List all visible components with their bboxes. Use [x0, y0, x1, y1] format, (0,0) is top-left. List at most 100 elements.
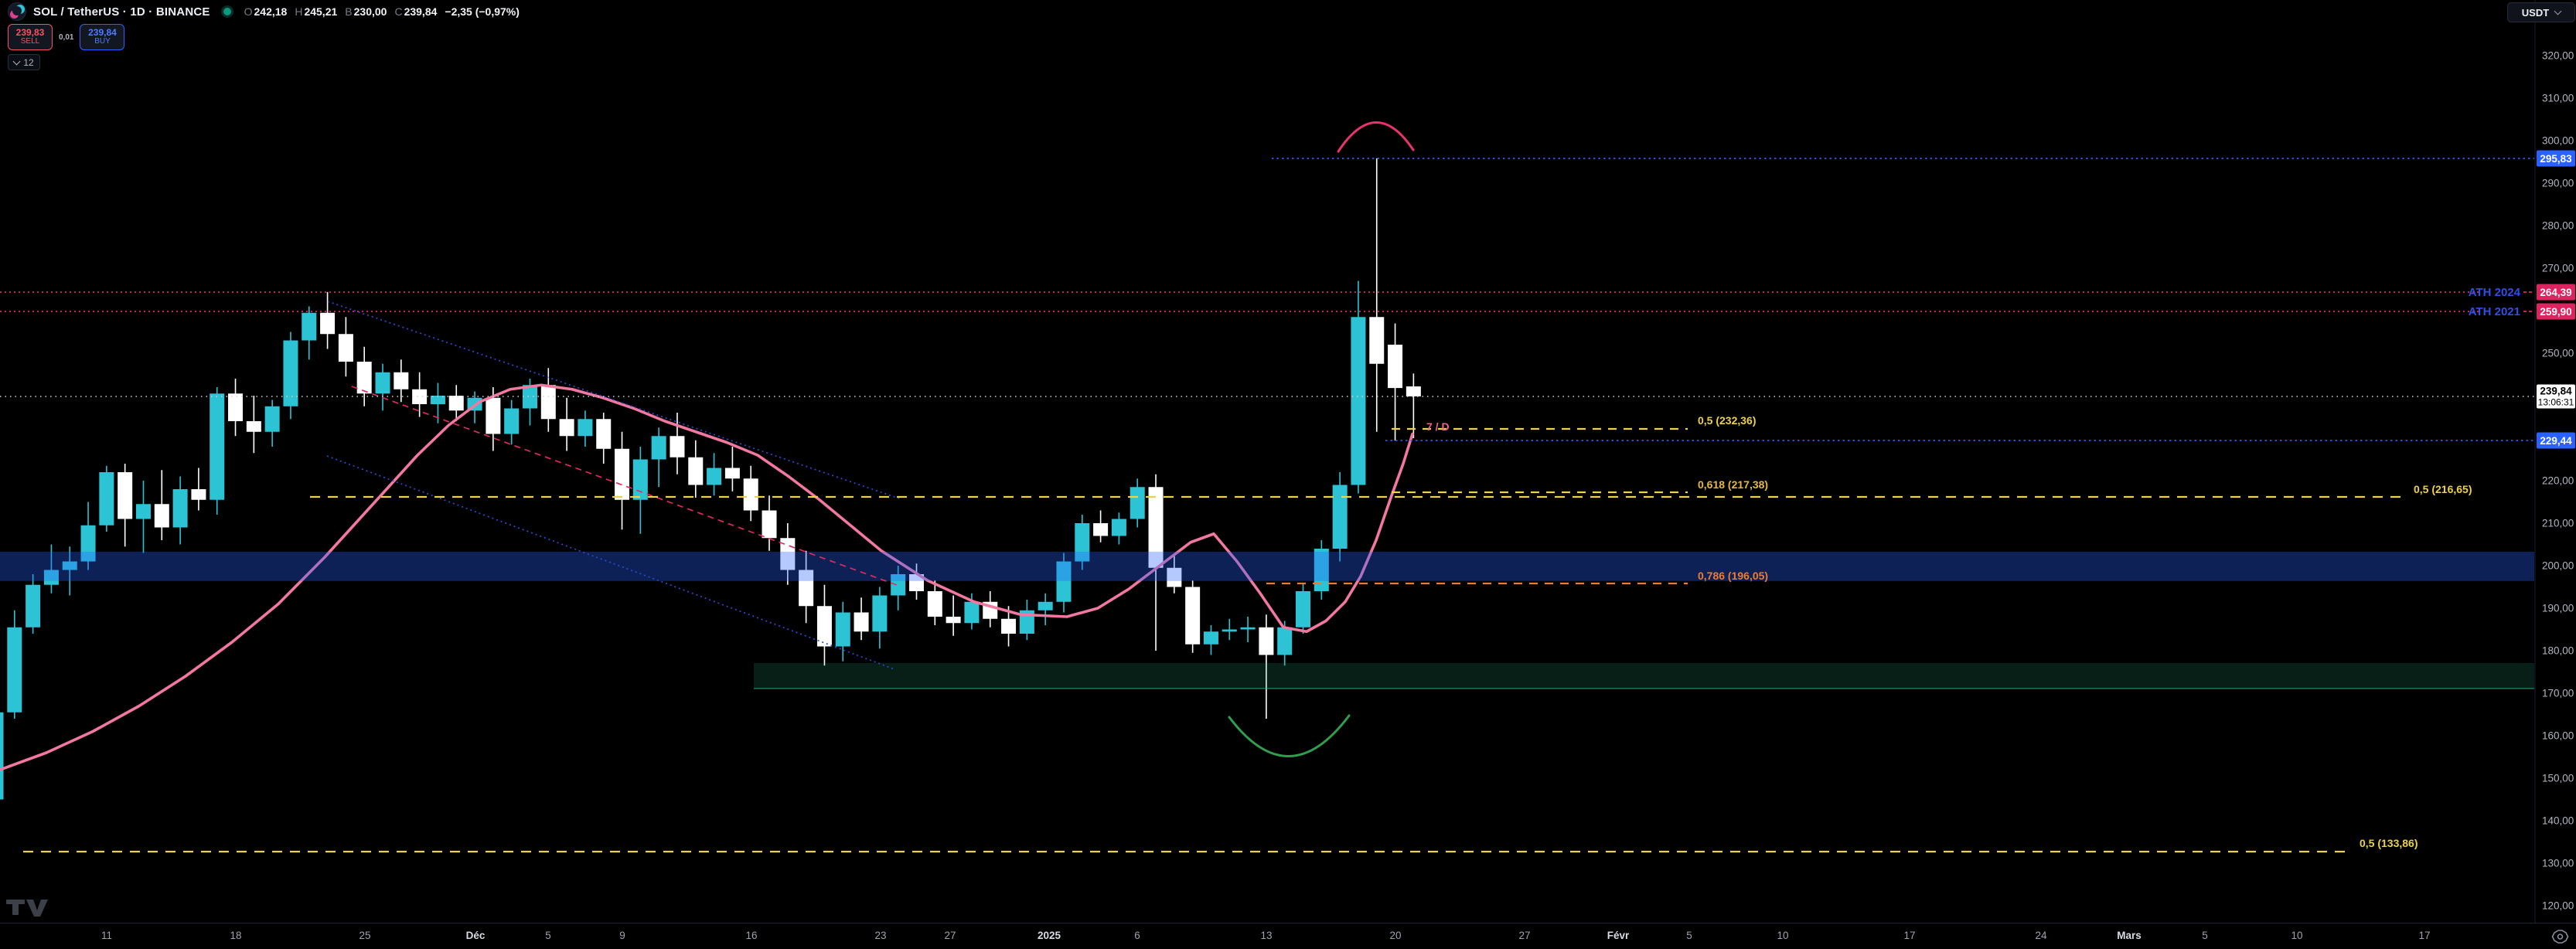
green-zone[interactable] — [754, 662, 2534, 689]
ath-2021-label[interactable]: ATH 2021 — [2469, 305, 2520, 318]
candle — [872, 587, 888, 649]
candle — [283, 332, 298, 420]
candle-body — [1406, 386, 1421, 396]
fib-0618-label[interactable]: 0,618 (217,38) — [1698, 478, 1768, 491]
time-tick-label: Févr — [1607, 930, 1630, 941]
market-open-dot-icon — [223, 8, 231, 15]
fib-05-133-label[interactable]: 0,5 (133,86) — [2360, 837, 2418, 849]
candle — [448, 385, 464, 421]
tv-logo-stem — [12, 900, 19, 915]
sell-price: 239,83 — [15, 27, 45, 39]
candle — [540, 368, 556, 432]
candle — [62, 546, 77, 596]
pair-logo-icon[interactable] — [8, 2, 26, 21]
candle-body — [80, 525, 96, 562]
candle-body — [1093, 523, 1109, 536]
green-arc[interactable] — [1228, 714, 1351, 757]
candle-body — [743, 478, 758, 511]
time-tick-label: Déc — [466, 930, 486, 941]
time-tick-label: 18 — [230, 930, 241, 941]
tradingview-logo-icon[interactable] — [6, 900, 48, 917]
candle — [246, 396, 261, 454]
time-tick-label: 5 — [1686, 930, 1692, 941]
candle-body — [264, 406, 280, 432]
candle-body — [559, 419, 574, 437]
change-value: −2,35 (−0,97%) — [445, 5, 520, 18]
channel-trendline-0[interactable] — [327, 301, 900, 499]
price-tick-label: 320,00 — [2542, 50, 2574, 62]
badge-current-countdown: 13:06:31 — [2538, 397, 2574, 408]
candle — [99, 465, 114, 532]
ohlc-readout: O 242,18 H 245,21 B 230,00 C 239,84 −2,35 (−… — [244, 5, 520, 18]
currency-dropdown[interactable]: USDT — [2507, 2, 2575, 22]
candle-body — [394, 372, 409, 389]
navy-zone[interactable] — [0, 551, 2534, 581]
sell-label: SELL — [20, 37, 40, 46]
ath-2024-label[interactable]: ATH 2024 — [2469, 286, 2521, 299]
candle-body — [578, 419, 593, 437]
candle-body — [172, 489, 188, 528]
sell-button[interactable]: 239,83 SELL — [8, 24, 53, 50]
price-tick-label: 280,00 — [2542, 220, 2574, 232]
candle — [578, 410, 593, 447]
candle — [1093, 510, 1109, 543]
timeframe-dropdown[interactable]: 12 — [8, 54, 40, 70]
candle-body — [118, 472, 133, 519]
candle-body — [154, 504, 169, 528]
candle-body — [1222, 629, 1237, 632]
candle — [1222, 618, 1237, 641]
candle-body — [799, 570, 814, 607]
seven-d-label[interactable]: 7 / D — [1426, 420, 1450, 433]
candle-body — [1388, 345, 1403, 389]
candle-body — [1075, 523, 1090, 562]
time-axis[interactable]: 11 18 25 Déc 5 9 16 23 27 2025 6 13 20 27 Févr 5 10 17 24 M… — [101, 930, 2431, 941]
time-tick-label: 27 — [944, 930, 956, 941]
red-arc[interactable] — [1337, 121, 1415, 153]
candle-body — [1056, 561, 1072, 602]
candle — [559, 397, 574, 451]
buy-label: BUY — [94, 37, 111, 46]
candle-body — [62, 561, 77, 570]
candle — [670, 413, 685, 474]
price-tick-label: 220,00 — [2542, 475, 2574, 487]
symbol-title[interactable]: SOL / TetherUS · 1D · BINANCE — [33, 5, 210, 19]
fib-0786-label[interactable]: 0,786 (196,05) — [1698, 570, 1768, 582]
candle — [799, 550, 814, 624]
time-tick-label: 2025 — [1038, 930, 1061, 941]
candle-body — [1259, 627, 1274, 655]
candle — [394, 359, 409, 403]
time-tick-label: 27 — [1518, 930, 1530, 941]
fib-05-232-label[interactable]: 0,5 (232,36) — [1698, 414, 1757, 427]
price-axis[interactable]: 320,00 310,00 300,00 290,00 280,00 270,00 250,… — [2537, 50, 2575, 912]
candle-body — [99, 472, 114, 526]
badge-295-bg — [2537, 150, 2575, 167]
candle-body — [707, 468, 722, 485]
axis-settings-gear-icon[interactable] — [2551, 930, 2569, 944]
candle-body — [909, 574, 924, 591]
price-tick-label: 210,00 — [2542, 518, 2574, 529]
candle — [1388, 323, 1403, 441]
candle — [172, 476, 188, 545]
candle-body — [375, 372, 390, 394]
currency-value: USDT — [2521, 6, 2550, 19]
badge-ath-2021-bg — [2537, 303, 2575, 320]
candle-body — [854, 612, 869, 632]
candle-body — [724, 468, 740, 479]
badge-229: 229,44 — [2537, 432, 2575, 449]
buy-button[interactable]: 239,84 BUY — [80, 24, 125, 50]
buy-price: 239,84 — [88, 27, 117, 39]
candle — [7, 610, 22, 719]
candle — [1240, 617, 1256, 642]
badge-current-bg — [2537, 384, 2575, 409]
candle-body — [135, 504, 151, 519]
candle — [891, 566, 906, 611]
candle — [0, 712, 4, 800]
fib-05-216-label[interactable]: 0,5 (216,65) — [2414, 483, 2472, 495]
open-value: 242,18 — [254, 5, 288, 18]
price-tick-label: 130,00 — [2542, 858, 2574, 869]
candle-body — [946, 617, 961, 624]
time-tick-label: 13 — [1260, 930, 1272, 941]
candle-body — [540, 385, 556, 420]
